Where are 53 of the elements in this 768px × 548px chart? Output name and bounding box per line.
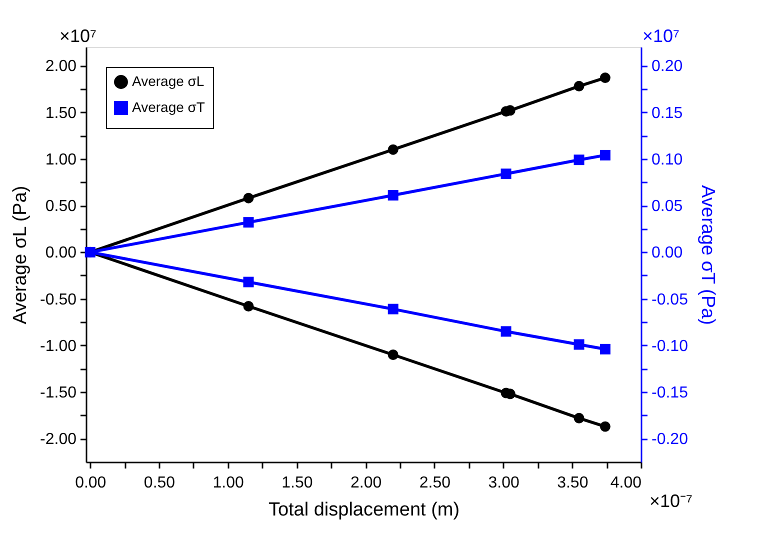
point xyxy=(388,304,398,314)
point xyxy=(574,412,584,424)
y2-axis-title: Average σT (Pa) xyxy=(696,185,718,325)
y2-tick-label: -0.20 xyxy=(652,431,688,448)
text: ×10⁷ xyxy=(59,26,97,46)
point xyxy=(574,339,584,350)
y2-tick-label: 0.00 xyxy=(652,244,683,262)
point xyxy=(600,344,610,354)
y-tick-label: 0.00 xyxy=(45,244,77,262)
y-tick-label: 1.50 xyxy=(45,104,77,122)
y2-tick-label: -0.10 xyxy=(652,338,688,355)
y2-tick-label: 0.15 xyxy=(652,104,683,122)
y-tick-label: 0.50 xyxy=(45,198,77,216)
y2-tick-label: 0.20 xyxy=(652,58,683,76)
x-tick-label: 1.50 xyxy=(282,474,313,492)
legend-label: Average σL xyxy=(132,73,204,89)
point xyxy=(600,421,610,432)
point xyxy=(388,350,398,360)
x-axis-title: Total displacement (m) xyxy=(268,500,460,520)
x-tick-label: 1.00 xyxy=(212,474,244,492)
x-tick-label: 3.50 xyxy=(557,474,588,492)
x-tick-label: 0.00 xyxy=(75,474,106,492)
x-tick-label: 4.00 xyxy=(610,474,642,492)
y-axis-title: Average σL (Pa) xyxy=(10,186,32,324)
y-tick-label: -1.50 xyxy=(40,384,77,402)
point xyxy=(500,326,512,337)
point xyxy=(243,217,254,228)
point xyxy=(500,168,512,180)
point xyxy=(600,72,610,84)
text: ×10⁻⁷ xyxy=(649,491,693,511)
y-tick-label: 2.00 xyxy=(45,58,77,76)
point xyxy=(574,154,584,166)
y2-tick-label: 0.05 xyxy=(652,198,683,216)
y-tick-label: -1.00 xyxy=(40,338,77,355)
point xyxy=(388,190,398,201)
point xyxy=(574,80,584,92)
text: ×10⁷ xyxy=(642,26,680,46)
point xyxy=(388,144,398,155)
y2-tick-label: -0.15 xyxy=(652,384,688,402)
y2-tick-label: 0.10 xyxy=(652,151,683,168)
point xyxy=(600,150,610,160)
point xyxy=(243,276,254,288)
point xyxy=(243,192,254,204)
y-tick-label: -2.00 xyxy=(40,431,77,448)
y2-tick-label: -0.05 xyxy=(652,291,688,308)
legend-label: Average σT xyxy=(132,99,206,115)
point xyxy=(243,301,254,312)
x-tick-label: 3.00 xyxy=(488,474,520,492)
x-tick-label: 2.00 xyxy=(350,474,382,492)
y-tick-label: -0.50 xyxy=(40,291,77,308)
y-tick-label: 1.00 xyxy=(45,151,77,168)
x-tick-label: 0.50 xyxy=(144,474,176,492)
x-tick-label: 2.50 xyxy=(419,474,451,492)
